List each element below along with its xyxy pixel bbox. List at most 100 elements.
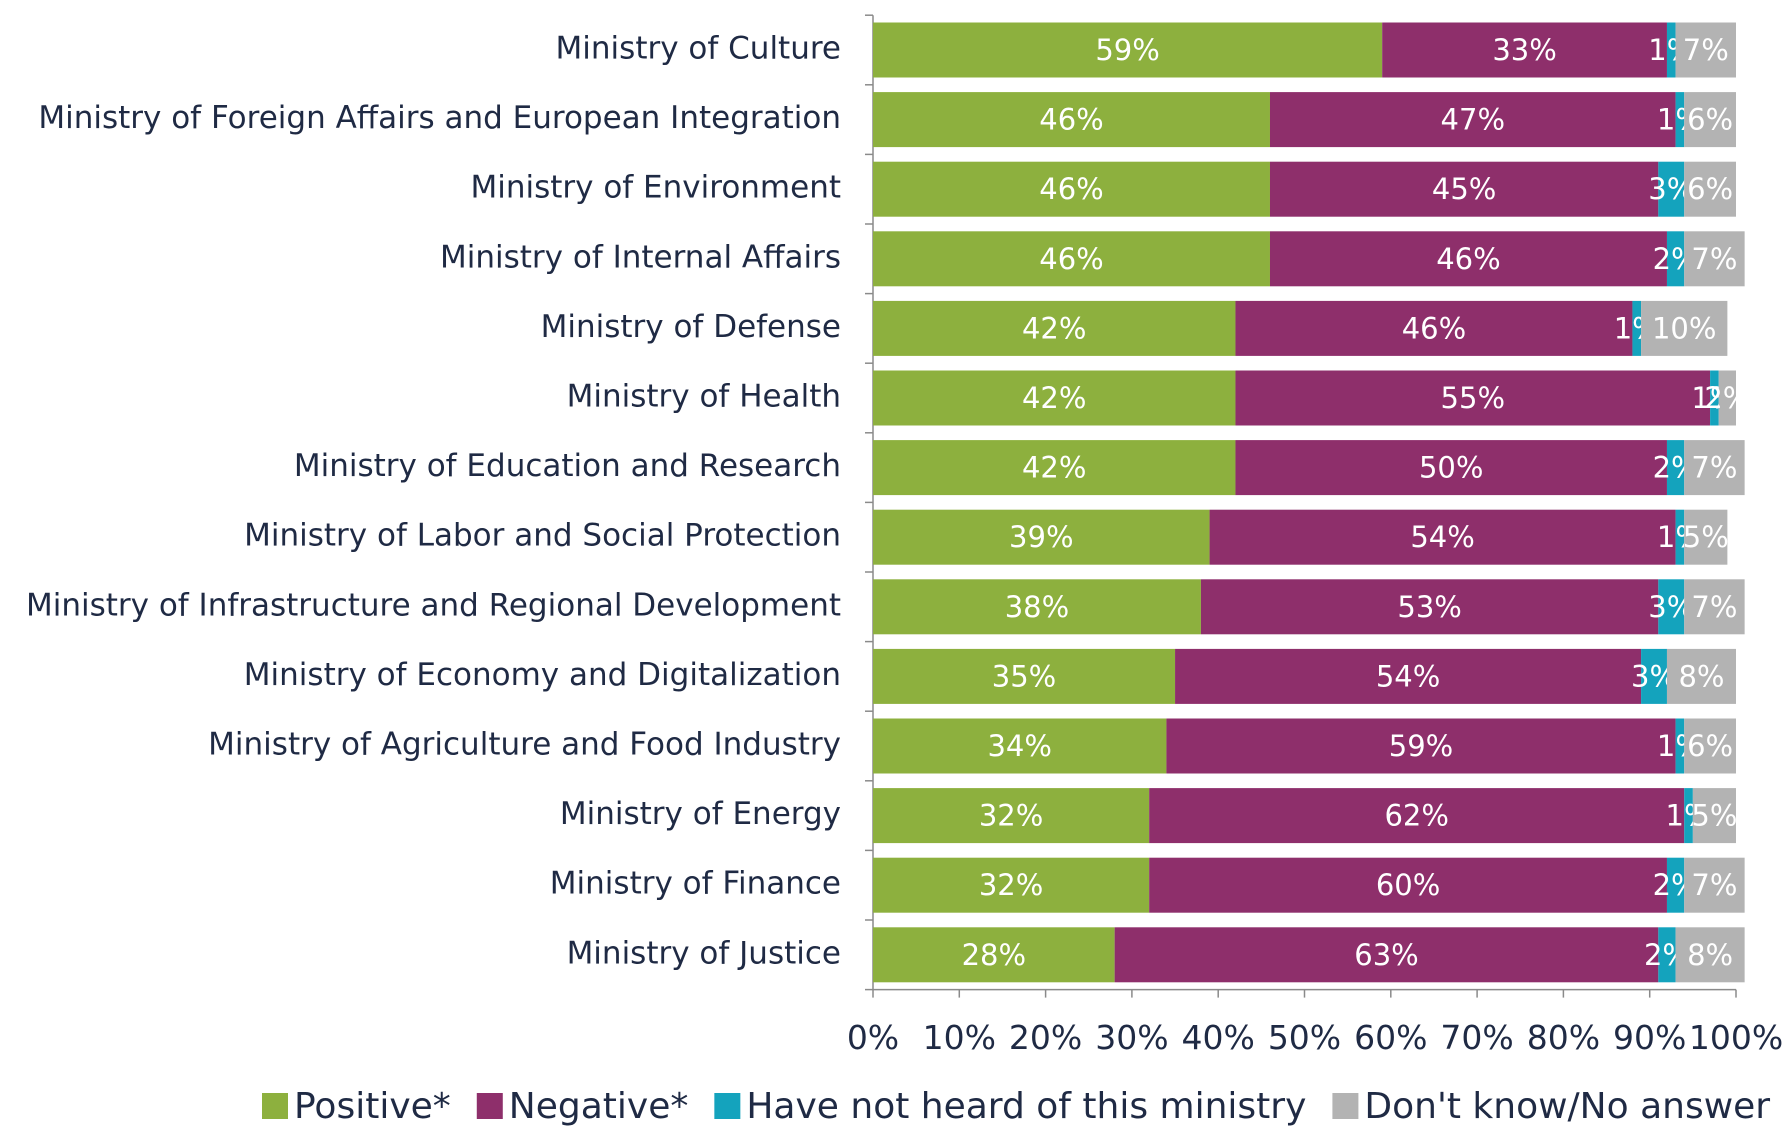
bar-segment bbox=[873, 161, 1270, 217]
legend-label: Have not heard of this ministry bbox=[746, 1086, 1306, 1127]
bar-segment bbox=[1200, 579, 1659, 635]
data-label: 42% bbox=[1022, 311, 1086, 345]
category-label: Ministry of Foreign Affairs and European… bbox=[38, 100, 841, 136]
data-label: 54% bbox=[1376, 659, 1440, 693]
data-label: 7% bbox=[1691, 868, 1737, 902]
bar-segment bbox=[1684, 509, 1728, 565]
bar-segment bbox=[1718, 370, 1736, 426]
legend-label: Positive* bbox=[294, 1086, 451, 1127]
bar-segment bbox=[873, 579, 1201, 635]
bar-segment bbox=[873, 788, 1150, 844]
data-label: 46% bbox=[1039, 242, 1103, 276]
bar-segment bbox=[1632, 300, 1642, 356]
x-tick-label: 70% bbox=[1440, 1018, 1513, 1057]
x-tick-label: 30% bbox=[1095, 1018, 1168, 1057]
data-label: 59% bbox=[1095, 33, 1159, 67]
bar-segment bbox=[1666, 440, 1685, 496]
data-label: 8% bbox=[1687, 938, 1733, 972]
bar-segment bbox=[873, 92, 1270, 148]
category-label: Ministry of Justice bbox=[567, 935, 841, 971]
bar-segment bbox=[1658, 927, 1676, 983]
data-label: 6% bbox=[1687, 172, 1733, 206]
bar-segment bbox=[1209, 509, 1676, 565]
legend-swatch bbox=[714, 1093, 741, 1119]
x-tick-label: 50% bbox=[1268, 1018, 1341, 1057]
data-label: 53% bbox=[1397, 590, 1461, 624]
data-label: 47% bbox=[1441, 103, 1505, 137]
legend-swatch bbox=[262, 1093, 288, 1119]
bar-segment bbox=[1269, 231, 1667, 287]
bar-segment bbox=[1149, 857, 1667, 913]
bar-segment bbox=[1675, 22, 1736, 78]
bar-segment bbox=[1666, 231, 1685, 287]
category-label: Ministry of Labor and Social Protection bbox=[244, 518, 841, 554]
x-tick-label: 10% bbox=[923, 1018, 996, 1057]
data-label: 46% bbox=[1402, 311, 1466, 345]
bar-segment bbox=[1710, 370, 1719, 426]
category-label: Ministry of Agriculture and Food Industr… bbox=[208, 727, 841, 763]
bar-segment bbox=[1114, 927, 1659, 983]
data-label: 5% bbox=[1691, 799, 1737, 833]
data-label: 50% bbox=[1419, 451, 1483, 485]
data-label: 34% bbox=[987, 729, 1051, 763]
bar-segment bbox=[873, 440, 1236, 496]
x-tick-label: 100% bbox=[1689, 1018, 1783, 1057]
bar-segment bbox=[873, 648, 1176, 704]
bar-segment bbox=[1269, 92, 1676, 148]
data-label: 60% bbox=[1376, 868, 1440, 902]
data-label: 7% bbox=[1691, 590, 1737, 624]
bar-segment bbox=[1269, 161, 1659, 217]
category-label: Ministry of Energy bbox=[560, 796, 841, 832]
category-label: Ministry of Infrastructure and Regional … bbox=[26, 587, 841, 623]
data-label: 46% bbox=[1039, 103, 1103, 137]
data-label: 63% bbox=[1354, 938, 1418, 972]
bar-segment bbox=[1684, 92, 1736, 148]
legend-label: Negative* bbox=[509, 1086, 689, 1127]
data-label: 59% bbox=[1389, 729, 1453, 763]
data-label: 6% bbox=[1687, 103, 1733, 137]
bar-segment bbox=[1382, 22, 1667, 78]
category-label: Ministry of Finance bbox=[550, 866, 841, 902]
bar-segment bbox=[1235, 440, 1667, 496]
legend-swatch bbox=[476, 1093, 503, 1119]
bar-segment bbox=[1658, 161, 1685, 217]
bar-segment bbox=[1675, 509, 1685, 565]
x-tick-label: 90% bbox=[1613, 1018, 1686, 1057]
legend-swatch bbox=[1332, 1093, 1359, 1119]
category-label: Ministry of Education and Research bbox=[294, 448, 841, 484]
data-label: 46% bbox=[1039, 172, 1103, 206]
bar-segment bbox=[1675, 927, 1745, 983]
data-label: 7% bbox=[1683, 33, 1729, 67]
category-label: Ministry of Culture bbox=[556, 31, 841, 67]
data-label: 45% bbox=[1432, 172, 1496, 206]
bar-segment bbox=[1684, 579, 1745, 635]
x-tick-label: 40% bbox=[1182, 1018, 1255, 1057]
x-tick-label: 80% bbox=[1527, 1018, 1600, 1057]
bar-segment bbox=[873, 300, 1236, 356]
x-tick-label: 60% bbox=[1354, 1018, 1427, 1057]
data-label: 6% bbox=[1687, 729, 1733, 763]
bar-segment bbox=[1684, 788, 1693, 844]
bar-segment bbox=[873, 370, 1236, 426]
bar-segment bbox=[1175, 648, 1642, 704]
data-label: 8% bbox=[1678, 659, 1724, 693]
bar-segment bbox=[1684, 440, 1745, 496]
bar-segment bbox=[1684, 231, 1745, 287]
bar-segment bbox=[873, 927, 1115, 983]
x-tick-label: 0% bbox=[847, 1018, 899, 1057]
bar-segment bbox=[1235, 370, 1711, 426]
bar-segment bbox=[1675, 718, 1685, 774]
bar-segment bbox=[1666, 22, 1676, 78]
data-label: 5% bbox=[1683, 520, 1729, 554]
bar-segment bbox=[1235, 300, 1633, 356]
data-label: 38% bbox=[1005, 590, 1069, 624]
bar-segment bbox=[1684, 857, 1745, 913]
bar-segment bbox=[1658, 579, 1685, 635]
bar-segment bbox=[873, 857, 1150, 913]
bar-segment bbox=[1684, 161, 1736, 217]
data-label: 28% bbox=[962, 938, 1026, 972]
data-label: 10% bbox=[1652, 311, 1716, 345]
data-label: 55% bbox=[1441, 381, 1505, 415]
